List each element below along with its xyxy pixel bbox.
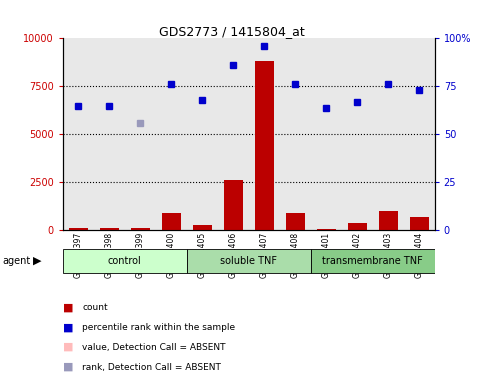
Bar: [255, 61, 273, 230]
Text: control: control: [108, 256, 142, 266]
Text: soluble TNF: soluble TNF: [220, 256, 277, 266]
Bar: [131, 228, 150, 230]
Bar: [193, 225, 212, 230]
Bar: [224, 180, 242, 230]
Bar: [100, 228, 119, 230]
Text: rank, Detection Call = ABSENT: rank, Detection Call = ABSENT: [82, 362, 221, 372]
Bar: [410, 217, 428, 230]
Text: count: count: [82, 303, 108, 312]
Bar: [162, 213, 181, 230]
Bar: [69, 228, 87, 230]
Text: ■: ■: [63, 362, 73, 372]
Bar: [379, 211, 398, 230]
FancyBboxPatch shape: [187, 249, 311, 273]
Bar: [317, 228, 336, 230]
Text: percentile rank within the sample: percentile rank within the sample: [82, 323, 235, 332]
Text: ■: ■: [63, 342, 73, 352]
Bar: [348, 223, 367, 230]
Text: value, Detection Call = ABSENT: value, Detection Call = ABSENT: [82, 343, 226, 352]
Bar: [286, 213, 304, 230]
Text: transmembrane TNF: transmembrane TNF: [322, 256, 423, 266]
FancyBboxPatch shape: [63, 249, 187, 273]
Text: ■: ■: [63, 302, 73, 312]
Text: ▶: ▶: [33, 256, 42, 266]
Text: ■: ■: [63, 322, 73, 332]
Text: agent: agent: [2, 256, 30, 266]
FancyBboxPatch shape: [311, 249, 435, 273]
Text: GDS2773 / 1415804_at: GDS2773 / 1415804_at: [159, 25, 305, 38]
